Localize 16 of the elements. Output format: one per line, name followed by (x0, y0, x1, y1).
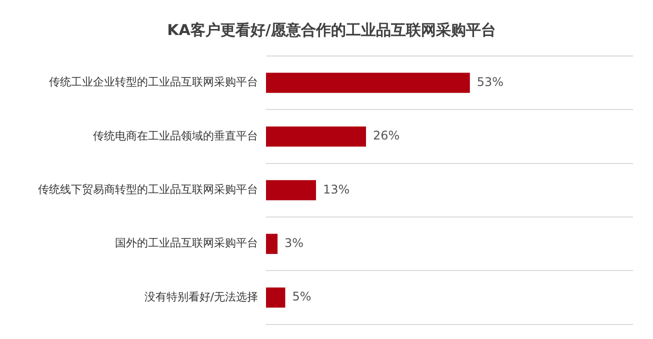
y-tick-label: 传统电商在工业品领域的垂直平台 (93, 129, 258, 142)
y-tick-label: 没有特别看好/无法选择 (144, 290, 258, 304)
y-tick-label: 传统线下贸易商转型的工业品互联网采购平台 (38, 183, 258, 196)
bar (266, 234, 278, 254)
bar (266, 180, 316, 200)
data-label: 26% (373, 128, 400, 143)
y-tick-label: 传统工业企业转型的工业品互联网采购平台 (49, 76, 258, 89)
data-label: 53% (476, 74, 504, 89)
bar (266, 72, 470, 93)
bar (266, 126, 366, 147)
bar (266, 287, 286, 308)
data-label: 13% (323, 182, 350, 196)
data-label: 3% (284, 236, 304, 250)
chart-title: KA客户更看好/愿意合作的工业品互联网采购平台 (167, 20, 496, 39)
y-tick-label: 国外的工业品互联网采购平台 (115, 236, 258, 250)
data-label: 5% (292, 290, 312, 304)
